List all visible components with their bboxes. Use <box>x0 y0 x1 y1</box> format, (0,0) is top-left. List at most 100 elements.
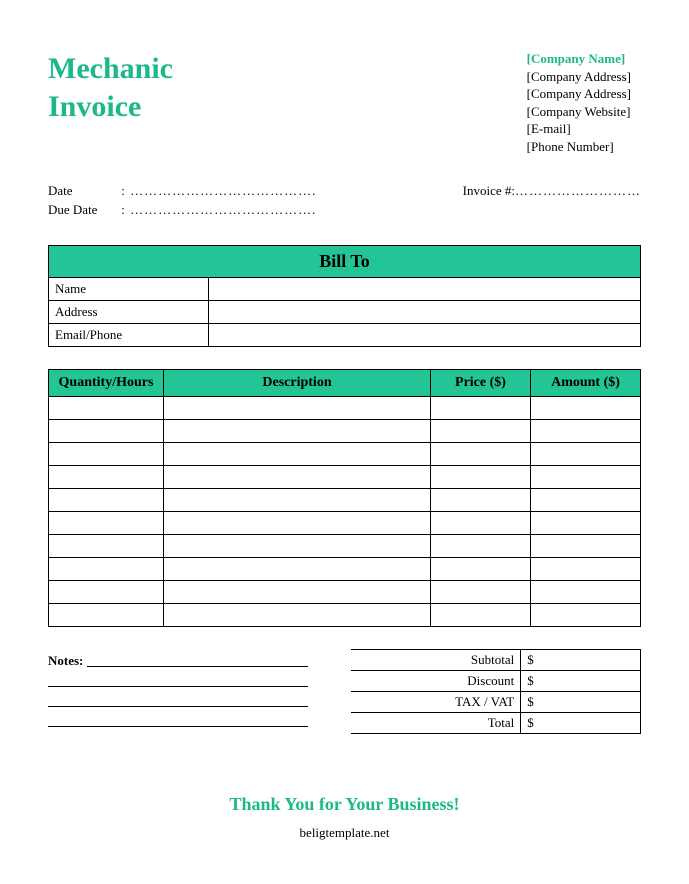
bill-to-header: Bill To <box>48 245 641 277</box>
item-cell <box>49 443 164 466</box>
item-cell <box>431 604 531 627</box>
item-cell <box>49 466 164 489</box>
invoice-title: Mechanic Invoice <box>48 50 173 125</box>
subtotal-label: Subtotal <box>351 650 521 671</box>
company-email: [E-mail] <box>527 120 631 138</box>
items-table: Quantity/Hours Description Price ($) Amo… <box>48 369 641 627</box>
col-amount-header: Amount ($) <box>531 370 641 397</box>
item-cell <box>49 535 164 558</box>
bill-to-row: Name <box>49 278 641 301</box>
due-date-dots: : …………………………………. <box>121 202 316 217</box>
item-row <box>49 558 641 581</box>
item-cell <box>531 535 641 558</box>
item-cell <box>164 512 431 535</box>
date-dots: : …………………………………. <box>121 183 316 198</box>
totals-block: Subtotal $ Discount $ TAX / VAT $ Total … <box>351 649 641 734</box>
total-label: Total <box>351 713 521 734</box>
total-value: $ <box>521 713 641 734</box>
item-row <box>49 581 641 604</box>
item-cell <box>531 466 641 489</box>
item-cell <box>49 581 164 604</box>
item-cell <box>49 420 164 443</box>
footer-link: beligtemplate.net <box>48 825 641 841</box>
item-cell <box>164 581 431 604</box>
item-cell <box>531 397 641 420</box>
company-address1: [Company Address] <box>527 68 631 86</box>
item-row <box>49 604 641 627</box>
item-cell <box>49 604 164 627</box>
col-price-header: Price ($) <box>431 370 531 397</box>
item-cell <box>531 420 641 443</box>
item-cell <box>431 443 531 466</box>
totals-row: Subtotal $ <box>351 650 641 671</box>
item-cell <box>431 535 531 558</box>
item-cell <box>164 535 431 558</box>
item-cell <box>431 489 531 512</box>
item-cell <box>431 512 531 535</box>
item-cell <box>164 489 431 512</box>
notes-line <box>87 649 308 667</box>
item-cell <box>49 397 164 420</box>
company-phone: [Phone Number] <box>527 138 631 156</box>
company-name: [Company Name] <box>527 50 631 68</box>
title-line2: Invoice <box>48 88 173 126</box>
item-row <box>49 397 641 420</box>
col-quantity-header: Quantity/Hours <box>49 370 164 397</box>
notes-label: Notes: <box>48 653 83 669</box>
item-row <box>49 466 641 489</box>
bill-to-name-label: Name <box>49 278 209 301</box>
notes-line <box>48 689 308 707</box>
item-cell <box>531 558 641 581</box>
bill-to-contact-value <box>209 324 641 347</box>
tax-value: $ <box>521 692 641 713</box>
item-cell <box>49 489 164 512</box>
item-cell <box>49 512 164 535</box>
bill-to-name-value <box>209 278 641 301</box>
item-cell <box>164 397 431 420</box>
invoice-number-label: Invoice #: <box>463 183 515 198</box>
item-cell <box>164 420 431 443</box>
bill-to-contact-label: Email/Phone <box>49 324 209 347</box>
item-cell <box>164 604 431 627</box>
invoice-number-dots: ……………………… <box>515 183 641 198</box>
item-cell <box>531 581 641 604</box>
item-row <box>49 489 641 512</box>
totals-row: Discount $ <box>351 671 641 692</box>
bill-to-row: Address <box>49 301 641 324</box>
discount-value: $ <box>521 671 641 692</box>
item-cell <box>164 558 431 581</box>
notes-line <box>48 709 308 727</box>
invoice-number-block: Invoice #:……………………… <box>463 183 641 221</box>
tax-label: TAX / VAT <box>351 692 521 713</box>
item-cell <box>431 466 531 489</box>
title-line1: Mechanic <box>48 50 173 88</box>
item-cell <box>531 443 641 466</box>
item-cell <box>431 420 531 443</box>
company-block: [Company Name] [Company Address] [Compan… <box>527 50 631 155</box>
notes-block: Notes: <box>48 649 308 734</box>
item-cell <box>531 512 641 535</box>
item-cell <box>431 581 531 604</box>
thank-you-message: Thank You for Your Business! <box>48 794 641 815</box>
item-cell <box>49 558 164 581</box>
col-description-header: Description <box>164 370 431 397</box>
company-website: [Company Website] <box>527 103 631 121</box>
item-row <box>49 443 641 466</box>
totals-row: TAX / VAT $ <box>351 692 641 713</box>
item-row <box>49 535 641 558</box>
item-row <box>49 420 641 443</box>
item-cell <box>164 466 431 489</box>
discount-label: Discount <box>351 671 521 692</box>
item-cell <box>531 489 641 512</box>
item-row <box>49 512 641 535</box>
item-cell <box>431 397 531 420</box>
item-cell <box>164 443 431 466</box>
company-address2: [Company Address] <box>527 85 631 103</box>
bill-to-row: Email/Phone <box>49 324 641 347</box>
due-date-label: Due Date <box>48 202 118 218</box>
bill-to-address-value <box>209 301 641 324</box>
item-cell <box>531 604 641 627</box>
subtotal-value: $ <box>521 650 641 671</box>
bill-to-table: Name Address Email/Phone <box>48 277 641 347</box>
date-block: Date : …………………………………. Due Date : …………………… <box>48 183 316 221</box>
